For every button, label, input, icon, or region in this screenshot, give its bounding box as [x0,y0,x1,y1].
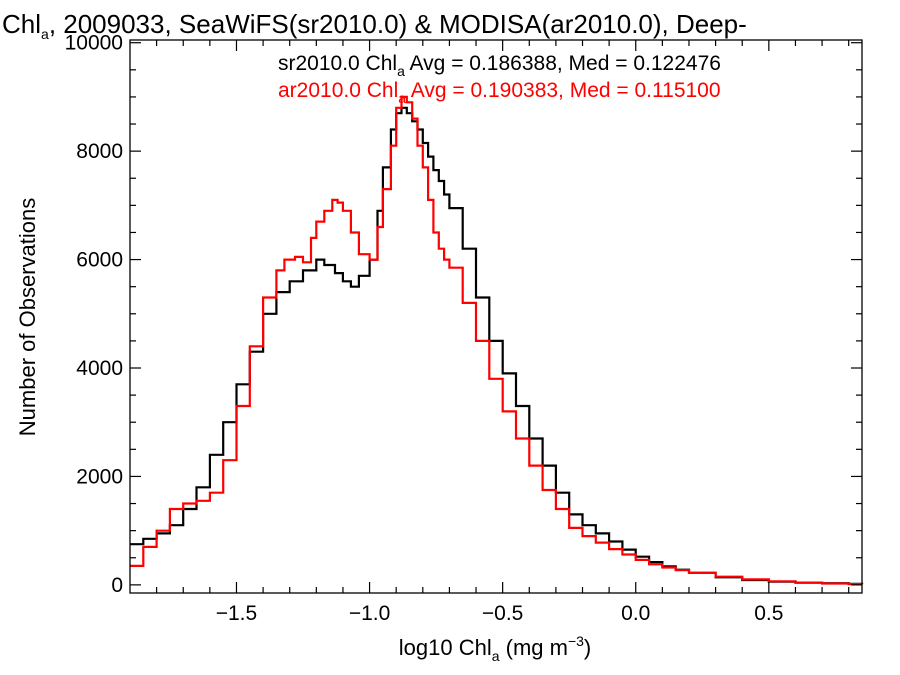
series-layer [130,95,864,586]
y-tick-label: 4000 [76,357,123,380]
y-tick-label: 0 [111,574,123,597]
legend-entry-ar2010: ar2010.0 Chla Avg = 0.190383, Med = 0.11… [278,79,721,106]
plot-frame [129,39,863,594]
legend-entry-sr2010: sr2010.0 Chla Avg = 0.186388, Med = 0.12… [278,52,721,79]
y-tick-label: 2000 [76,465,123,488]
y-tick-label: 6000 [76,249,123,272]
x-tick-label: −1.5 [216,602,257,625]
x-tick-label: 0.5 [754,602,783,625]
x-tick-label: 0.0 [621,602,650,625]
series-line-sr2010.0 [130,106,864,585]
x-tick-label: −0.5 [482,602,523,625]
series-line-ar2010.0 [130,95,864,586]
y-tick-label: 10000 [65,32,123,55]
y-axis-label: Number of Observations [15,198,40,436]
y-tick-label: 8000 [76,140,123,163]
chart-title: Chla, 2009033, SeaWiFS(sr2010.0) & MODIS… [2,9,747,42]
axes-layer: −1.5 −1.0 −0.5 0.0 0.5 0 2000 4000 6000 8000 10000 [65,32,863,625]
x-axis-label: log10 Chla (mg m−3) [399,633,592,664]
x-tick-label: −1.0 [349,602,390,625]
